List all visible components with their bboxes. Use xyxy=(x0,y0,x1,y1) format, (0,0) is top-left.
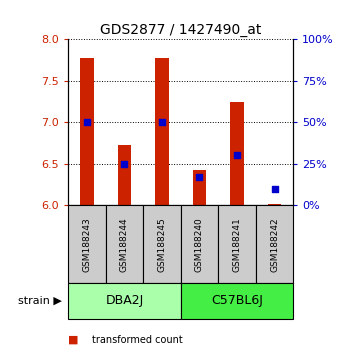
Point xyxy=(197,174,202,180)
Bar xyxy=(218,205,256,283)
Bar xyxy=(155,58,168,205)
Bar xyxy=(68,205,106,283)
Text: strain ▶: strain ▶ xyxy=(17,296,61,306)
Point xyxy=(159,119,165,125)
Bar xyxy=(181,283,293,319)
Text: GSM188241: GSM188241 xyxy=(233,217,241,272)
Text: GSM188240: GSM188240 xyxy=(195,217,204,272)
Bar xyxy=(106,205,143,283)
Text: GSM188244: GSM188244 xyxy=(120,217,129,272)
Point xyxy=(272,186,277,192)
Title: GDS2877 / 1427490_at: GDS2877 / 1427490_at xyxy=(100,23,262,36)
Point xyxy=(234,153,240,158)
Bar xyxy=(268,204,281,205)
Text: ■: ■ xyxy=(68,335,79,345)
Bar xyxy=(193,170,206,205)
Text: GSM188243: GSM188243 xyxy=(83,217,91,272)
Bar xyxy=(68,283,181,319)
Bar xyxy=(181,205,218,283)
Bar xyxy=(118,144,131,205)
Text: GSM188245: GSM188245 xyxy=(158,217,166,272)
Bar xyxy=(143,205,181,283)
Point xyxy=(122,161,127,167)
Text: GSM188242: GSM188242 xyxy=(270,217,279,272)
Point xyxy=(84,119,90,125)
Bar xyxy=(80,58,93,205)
Bar xyxy=(231,102,243,205)
Text: DBA2J: DBA2J xyxy=(105,295,144,307)
Text: transformed count: transformed count xyxy=(92,335,183,345)
Bar xyxy=(256,205,293,283)
Text: C57BL6J: C57BL6J xyxy=(211,295,263,307)
